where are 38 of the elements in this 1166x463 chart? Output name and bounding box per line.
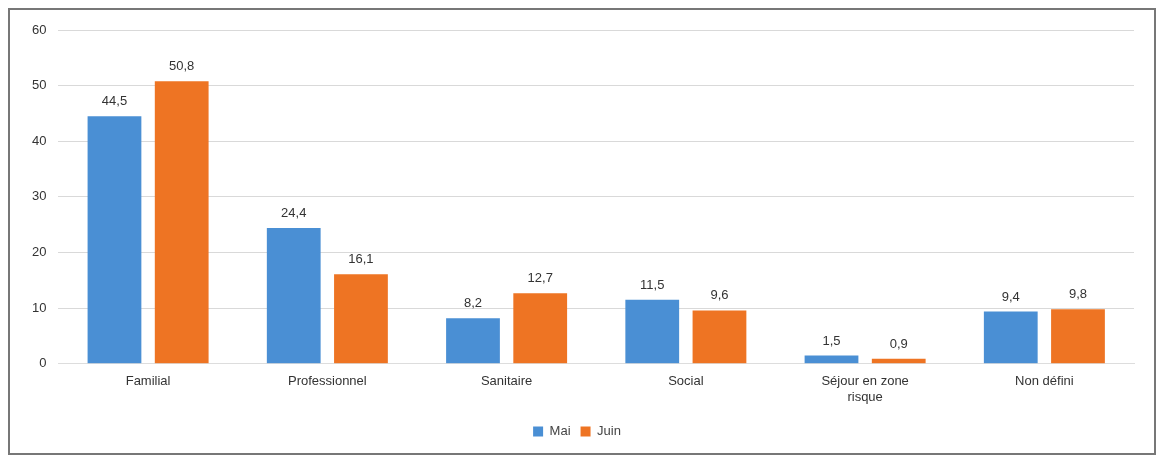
bar — [446, 318, 500, 364]
data-label: 9,8 — [1068, 286, 1088, 302]
x-tick-label: Séjour en zone risque — [821, 373, 909, 404]
y-tick-label: 0 — [39, 355, 47, 371]
y-tick-label: 30 — [31, 188, 47, 204]
y-tick-label: 40 — [31, 132, 47, 148]
bar — [87, 116, 142, 364]
bar — [266, 228, 321, 364]
data-label: 9,6 — [710, 287, 729, 303]
data-label: 11,5 — [640, 276, 665, 292]
data-label: 8,2 — [463, 295, 483, 311]
data-label: 12,7 — [527, 270, 553, 286]
y-tick-label: 60 — [31, 21, 47, 37]
y-tick-label: 10 — [31, 299, 47, 315]
bar — [154, 81, 209, 364]
bar — [1051, 309, 1105, 364]
bar — [334, 274, 388, 364]
data-label: 16,1 — [348, 251, 374, 267]
data-label: 1,5 — [822, 332, 841, 348]
data-label: 9,4 — [1001, 288, 1020, 304]
data-label: 50,8 — [169, 58, 195, 74]
x-tick-label: Social — [668, 373, 704, 389]
x-tick-label: Non défini — [1015, 373, 1074, 389]
x-tick-label: Sanitaire — [480, 373, 533, 389]
legend-label: Juin — [597, 423, 621, 439]
data-label: 24,4 — [281, 205, 307, 221]
y-tick-label: 20 — [31, 244, 47, 260]
x-tick-label: Professionnel — [287, 373, 367, 389]
bar — [983, 311, 1038, 364]
bar — [625, 299, 680, 364]
legend-label: Mai — [549, 423, 571, 439]
bar — [804, 355, 859, 364]
y-tick-label: 50 — [31, 77, 47, 93]
bar — [513, 293, 568, 364]
x-tick-label: Familial — [125, 373, 171, 389]
bar — [692, 310, 747, 364]
data-label: 44,5 — [101, 93, 128, 109]
data-label: 0,9 — [889, 335, 908, 351]
